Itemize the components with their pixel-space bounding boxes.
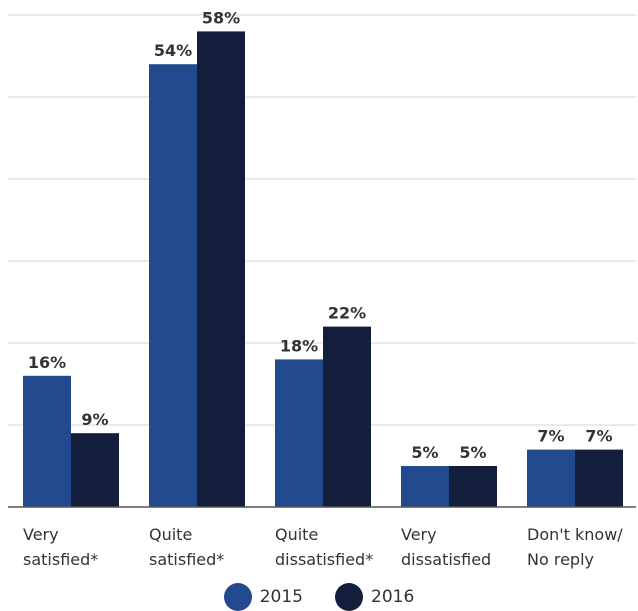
x-tick-label-3-1: dissatisfied — [401, 550, 491, 569]
data-label-2016-0: 9% — [81, 410, 108, 429]
bar-2015-2[interactable] — [275, 359, 323, 507]
bar-2016-0[interactable] — [71, 433, 119, 507]
x-tick-label-3-0: Very — [401, 525, 437, 544]
x-tick-label-1-0: Quite — [149, 525, 192, 544]
x-tick-label-2-0: Quite — [275, 525, 318, 544]
bars — [23, 31, 623, 508]
bar-2016-2[interactable] — [323, 326, 371, 507]
bar-2016-1[interactable] — [197, 31, 245, 508]
data-label-2016-3: 5% — [459, 443, 486, 462]
x-tick-label-4-0: Don't know/ — [527, 525, 623, 544]
bar-2016-4[interactable] — [575, 449, 623, 507]
gridlines — [8, 14, 636, 426]
x-tick-labels: Very satisfied* Quite satisfied* Quite dissat… — [23, 525, 623, 569]
bar-2016-3[interactable] — [449, 466, 497, 507]
data-label-2016-2: 22% — [328, 304, 366, 323]
data-label-2015-3: 5% — [411, 443, 438, 462]
legend: 2015 2016 — [0, 583, 638, 611]
data-label-2016-4: 7% — [585, 427, 612, 446]
legend-item-2015[interactable]: 2015 — [223, 583, 303, 611]
data-labels: 16% 54% 18% 5% 7% 9% 58% 22% 5% 7% — [28, 8, 613, 462]
x-tick-label-4-1: No reply — [527, 550, 594, 569]
legend-label-2016: 2016 — [371, 587, 415, 607]
data-label-2015-4: 7% — [537, 427, 564, 446]
bar-2015-3[interactable] — [401, 466, 449, 507]
data-label-2015-1: 54% — [154, 41, 192, 60]
legend-swatch-2016 — [335, 583, 363, 611]
bar-2015-0[interactable] — [23, 375, 71, 507]
x-tick-label-0-0: Very — [23, 525, 59, 544]
data-label-2015-0: 16% — [28, 353, 66, 372]
x-tick-label-0-1: satisfied* — [23, 550, 98, 569]
legend-swatch-2015 — [223, 583, 252, 611]
x-tick-label-1-1: satisfied* — [149, 550, 224, 569]
legend-item-2016[interactable]: 2016 — [335, 583, 414, 611]
legend-label-2015: 2015 — [259, 587, 303, 607]
x-tick-label-2-1: dissatisfied* — [275, 550, 373, 569]
bar-2015-4[interactable] — [527, 449, 575, 507]
data-label-2016-1: 58% — [202, 8, 240, 27]
data-label-2015-2: 18% — [280, 336, 318, 355]
bar-2015-1[interactable] — [149, 64, 197, 507]
chart: 16% 54% 18% 5% 7% 9% 58% 22% 5% 7% Very satisfied*… — [8, 8, 636, 569]
